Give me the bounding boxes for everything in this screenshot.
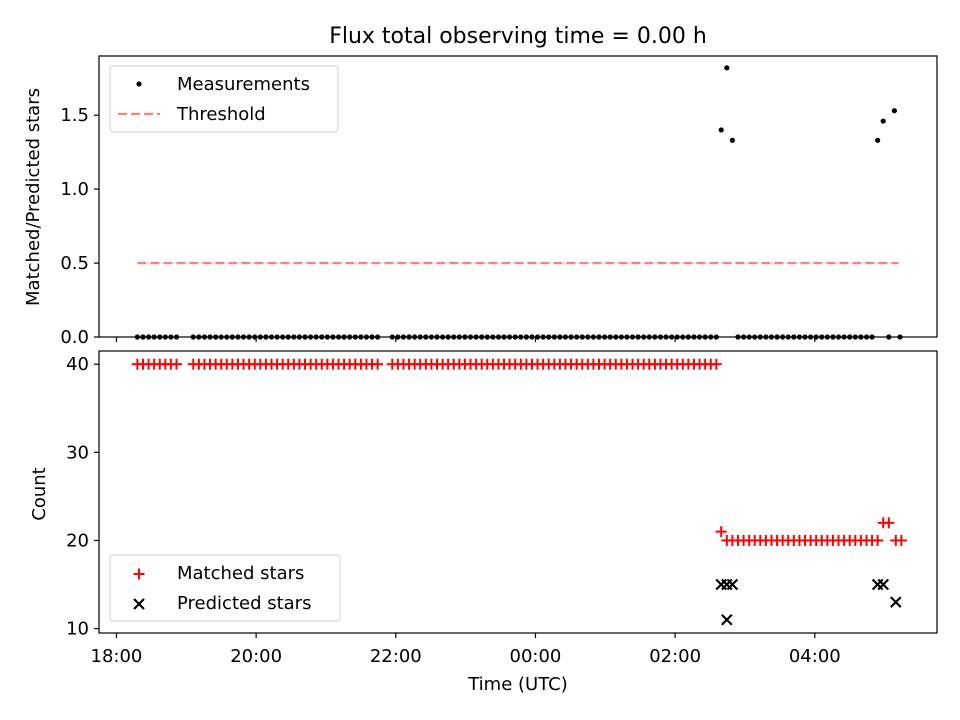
bottom-xtick-label: 22:00	[370, 646, 422, 667]
top-legend: Measurements Threshold	[109, 65, 339, 133]
legend-plus-marker	[133, 568, 145, 580]
legend-measurements-label: Measurements	[177, 74, 310, 95]
matched-star-point	[883, 517, 895, 529]
top-ytick-label: 1.0	[60, 179, 89, 200]
bottom-ytick-label: 30	[66, 442, 89, 463]
bottom-ytick-label: 40	[66, 354, 89, 375]
measurement-point	[724, 65, 730, 71]
legend-measurement-marker	[136, 81, 142, 87]
measurement-point	[729, 137, 735, 143]
bottom-ytick-label: 20	[66, 530, 89, 551]
top-legend-frame	[109, 65, 339, 133]
top-ytick-label: 0.0	[60, 327, 89, 348]
bottom-y-ticks: 10 20 30 40	[66, 354, 99, 640]
matched-star-point	[715, 526, 727, 538]
predicted-star-point	[890, 596, 902, 608]
bottom-xtick-label: 20:00	[230, 646, 282, 667]
top-ytick-label: 0.5	[60, 253, 89, 274]
bottom-xtick-label: 04:00	[789, 646, 841, 667]
top-ytick-label: 1.5	[60, 105, 89, 126]
legend-cross-marker	[133, 598, 145, 610]
bottom-xtick-label: 02:00	[649, 646, 701, 667]
top-y-ticks: 0.0 0.5 1.0 1.5	[60, 105, 99, 348]
matched-star-point	[710, 358, 722, 370]
matched-star-point	[895, 534, 907, 546]
matched-star-point	[872, 534, 884, 546]
bottom-ytick-label: 10	[66, 619, 89, 640]
bottom-ylabel: Count	[29, 467, 50, 520]
matched-star-point	[372, 358, 384, 370]
top-panel: Matched/Predicted stars 0.0 0.5 1.0 1.5 Mea…	[23, 55, 938, 348]
top-ylabel: Matched/Predicted stars	[23, 88, 44, 306]
measurement-point	[891, 108, 898, 114]
top-axes-frame	[98, 55, 938, 338]
bottom-xlabel: Time (UTC)	[467, 674, 568, 695]
measurement-point	[880, 118, 886, 124]
legend-matched-label: Matched stars	[177, 563, 304, 584]
bottom-panel: Count 10 20 30 40 18:00 20:00 22:00 00:00 02:00…	[29, 350, 938, 695]
legend-threshold-label: Threshold	[176, 104, 266, 125]
measurement-point	[875, 137, 881, 143]
predicted-star-point	[726, 578, 739, 591]
bottom-axes-frame	[98, 350, 938, 634]
predicted-stars-points	[715, 578, 902, 626]
legend-matched-marker	[133, 568, 145, 580]
predicted-star-point	[721, 614, 733, 626]
bottom-legend-frame	[109, 554, 341, 622]
measurement-point	[718, 127, 724, 133]
bottom-xtick-label: 18:00	[91, 646, 143, 667]
legend-predicted-marker	[133, 598, 145, 610]
matched-star-point	[171, 358, 183, 370]
bottom-legend: Matched stars Predicted stars	[109, 554, 341, 622]
chart-title: Flux total observing time = 0.00 h	[329, 24, 707, 49]
bottom-xtick-label: 00:00	[510, 646, 562, 667]
predicted-star-point	[877, 578, 890, 591]
legend-predicted-label: Predicted stars	[177, 593, 311, 614]
matched-stars-points	[131, 358, 907, 546]
bottom-x-ticks: 18:00 20:00 22:00 00:00 02:00 04:00	[91, 633, 841, 667]
